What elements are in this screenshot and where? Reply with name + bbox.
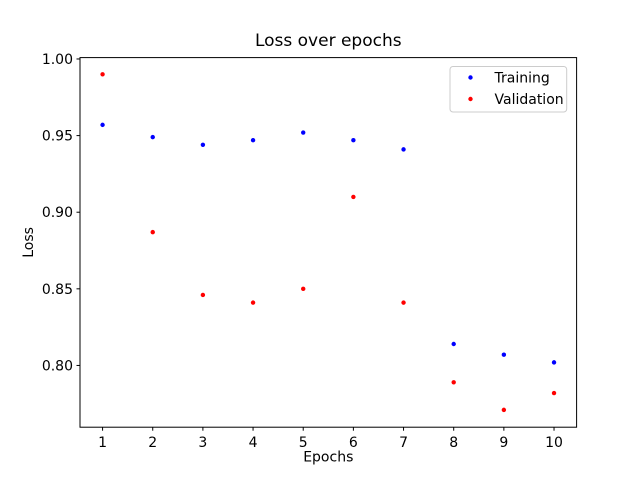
validation-data-point (100, 72, 105, 77)
validation-data-point (200, 292, 206, 298)
plot-area-border (79, 57, 578, 428)
training-data-point (200, 142, 206, 147)
x-tick-label: 3 (198, 435, 207, 451)
x-tick-label: 8 (449, 435, 458, 451)
validation-data-point (551, 390, 557, 396)
x-axis-label: Epochs (303, 450, 353, 466)
training-data-point (351, 137, 356, 143)
validation-data-point (351, 194, 356, 200)
x-tick-label: 6 (349, 435, 358, 451)
validation-data-point (451, 380, 456, 385)
x-tick-label: 4 (249, 435, 258, 451)
training-data-point (301, 130, 306, 135)
training-data-point (401, 147, 406, 152)
x-tick-label: 2 (148, 435, 157, 451)
legend-label-training: Training (494, 71, 550, 87)
training-data-point (551, 360, 557, 365)
training-data-point (250, 137, 256, 143)
y-tick-label: 0.85 (42, 282, 73, 298)
y-axis-ticks: 0.80 0.85 0.90 0.95 1.00 (42, 52, 80, 374)
y-tick-label: 1.00 (42, 52, 73, 68)
validation-data-point (150, 229, 155, 235)
x-tick-label: 9 (499, 435, 508, 451)
y-axis-label: Loss (21, 227, 37, 258)
validation-data-point (250, 300, 256, 305)
legend-marker-validation (468, 96, 473, 102)
legend: Training Validation (449, 66, 568, 113)
x-tick-label: 10 (545, 435, 563, 451)
training-data-point (451, 341, 456, 347)
scatter-points (100, 72, 557, 413)
y-tick-label: 0.90 (42, 205, 73, 221)
x-tick-label: 5 (299, 435, 308, 451)
legend-marker-training (468, 75, 473, 80)
validation-data-point (501, 407, 507, 413)
legend-box (449, 66, 568, 113)
validation-data-point (401, 300, 406, 305)
training-data-point (100, 122, 105, 128)
y-tick-label: 0.95 (42, 129, 73, 145)
x-tick-label: 7 (399, 435, 408, 451)
chart-title: Loss over epochs (255, 31, 402, 51)
y-tick-label: 0.80 (42, 358, 73, 374)
x-axis-ticks: 1 2 3 4 5 6 7 8 9 10 (98, 427, 563, 451)
x-tick-label: 1 (98, 435, 107, 451)
training-data-point (150, 134, 155, 140)
training-data-point (501, 352, 507, 357)
validation-data-point (301, 286, 306, 292)
legend-label-validation: Validation (495, 92, 564, 108)
